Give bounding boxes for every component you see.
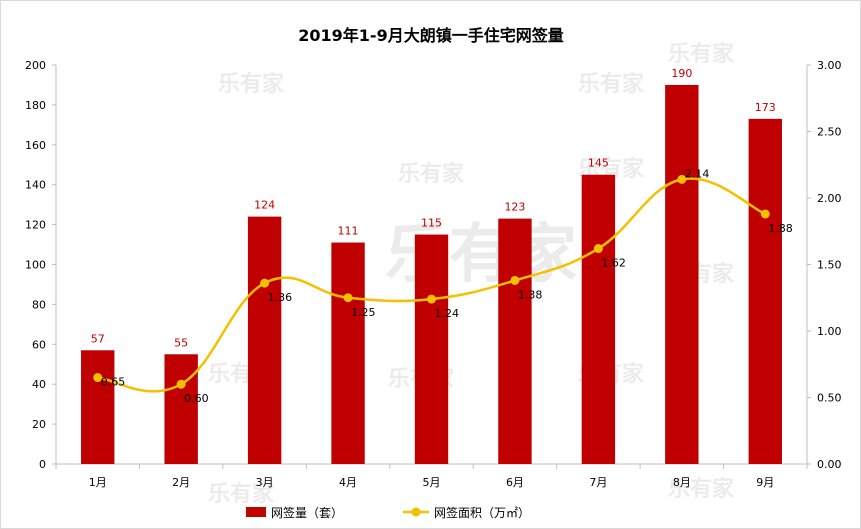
y-left-tick-label: 100 — [25, 259, 46, 272]
y-left-tick-label: 20 — [32, 418, 46, 431]
bar-data-labels: 57 55 124 111 115 123 145 190 173 — [91, 67, 776, 349]
chart-title: 2019年1-9月大朗镇一手住宅网签量 — [298, 26, 563, 45]
line-point — [760, 209, 770, 219]
x-tick-label: 9月 — [756, 476, 774, 489]
line-series — [93, 174, 770, 393]
y-left-tick-label: 200 — [25, 59, 46, 72]
bar-data-label: 190 — [671, 67, 692, 80]
line-data-label: 1.25 — [351, 306, 376, 319]
watermark-text: 乐有家 — [218, 71, 285, 97]
legend: 网签量（套） 网签面积（万㎡） — [246, 505, 530, 520]
line-data-label: 2.14 — [685, 167, 710, 180]
x-tick-label: 6月 — [506, 476, 524, 489]
watermark-text: 乐有家 — [668, 41, 735, 67]
bar — [331, 242, 365, 464]
y-left-tick-label: 160 — [25, 139, 46, 152]
line-data-label: 0.65 — [101, 376, 126, 389]
watermark-text: 乐有家 — [385, 218, 577, 292]
line-point — [93, 373, 103, 383]
bar — [665, 84, 699, 464]
watermark-text: 乐有家 — [668, 476, 735, 502]
line-point — [677, 174, 687, 184]
y-left-tick-label: 60 — [32, 338, 46, 351]
legend-bar-label: 网签量（套） — [271, 505, 343, 520]
y-right-tick-label: 2.00 — [817, 192, 842, 205]
bar-data-label: 55 — [174, 336, 188, 349]
bar-data-label: 57 — [91, 332, 105, 345]
line-data-label: 1.62 — [601, 257, 626, 270]
y-left-tick-label: 0 — [39, 458, 46, 471]
bar-data-label: 124 — [254, 199, 275, 212]
y-left-tick-label: 140 — [25, 179, 46, 192]
line-data-label: 0.60 — [184, 392, 209, 405]
line-point — [343, 293, 353, 303]
y-right-tick-label: 2.50 — [817, 126, 842, 139]
watermark-text: 乐有家 — [398, 161, 465, 187]
x-tick-label: 8月 — [673, 476, 691, 489]
line-data-label: 1.38 — [518, 288, 543, 301]
line-data-labels: 0.65 0.60 1.36 1.25 1.24 1.38 1.62 2.14 1.88 — [101, 167, 793, 405]
line-point — [427, 294, 436, 304]
bar-data-label: 145 — [588, 157, 609, 170]
line-data-label: 1.36 — [268, 291, 293, 304]
line-point — [510, 275, 520, 285]
watermark-layer: 乐有家乐有家乐有家乐有家乐有家乐有家乐有家乐有家乐有家乐有家乐有家乐有家 — [208, 41, 735, 507]
bar-data-label: 115 — [421, 217, 442, 230]
bar-data-label: 173 — [755, 101, 776, 114]
y-left-tick-label: 120 — [25, 219, 46, 232]
bar-series — [81, 84, 782, 465]
y-left-tick-label: 40 — [32, 378, 46, 391]
legend-line-label: 网签面积（万㎡） — [434, 505, 530, 520]
x-tick-label: 1月 — [89, 476, 107, 489]
bar-data-label: 111 — [338, 225, 359, 238]
x-tick-label: 3月 — [256, 476, 274, 489]
watermark-text: 乐有家 — [578, 71, 645, 97]
x-tick-label: 2月 — [172, 476, 190, 489]
bar — [414, 234, 449, 464]
bar — [581, 174, 616, 464]
y-right-tick-label: 0.00 — [817, 458, 842, 471]
x-tick-label: 5月 — [423, 476, 441, 489]
bar — [748, 118, 782, 465]
bar — [164, 354, 198, 464]
y-left-tick-label: 80 — [32, 298, 46, 311]
legend-line-marker — [411, 507, 421, 517]
y-right-tick-label: 1.50 — [817, 259, 842, 272]
y-left-tick-label: 180 — [25, 99, 46, 112]
bar — [247, 216, 282, 464]
line-point — [176, 379, 186, 389]
line-point — [593, 244, 603, 254]
line-data-label: 1.24 — [435, 307, 460, 320]
y-right-tick-label: 1.00 — [817, 325, 842, 338]
y-right-tick-label: 0.50 — [817, 392, 842, 405]
x-tick-label: 4月 — [339, 476, 357, 489]
watermark-text: 乐有家 — [208, 481, 275, 507]
bar-data-label: 123 — [504, 201, 525, 214]
x-tick-label: 7月 — [589, 476, 607, 489]
line-point — [260, 278, 270, 288]
line-data-label: 1.88 — [768, 222, 793, 235]
legend-bar-swatch — [246, 507, 266, 517]
y-right-tick-label: 3.00 — [817, 59, 842, 72]
bar — [81, 350, 115, 464]
bar — [498, 218, 532, 464]
